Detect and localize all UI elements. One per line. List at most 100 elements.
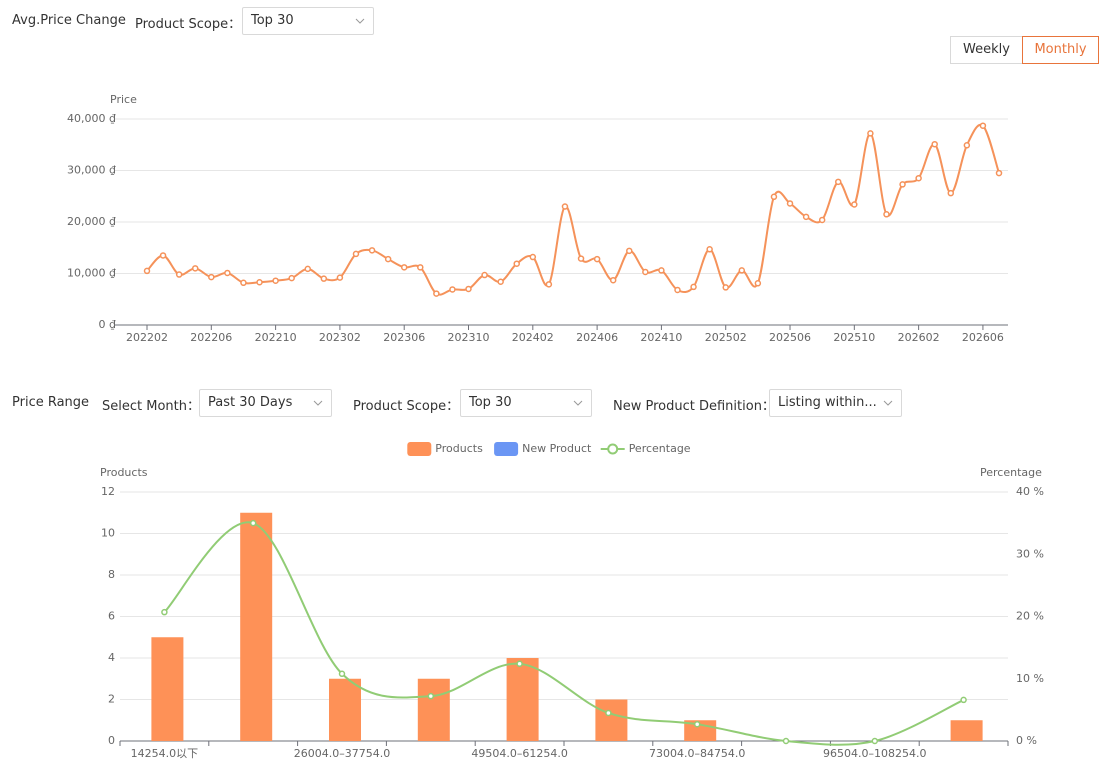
point (336, 274, 344, 281)
definition-label: New Product Definition： (613, 399, 775, 414)
point (159, 252, 167, 259)
monthly-button[interactable]: Monthly (1022, 36, 1099, 64)
bar (329, 678, 361, 741)
point (433, 290, 440, 297)
point (834, 178, 842, 186)
point (754, 280, 762, 287)
point (593, 255, 601, 263)
range-chart: Products Percentage 0 2 4 6 8 10 12 0 % 10 % 20 % 30… (100, 442, 1044, 760)
point (609, 276, 617, 284)
x-tick-label: 202410 (640, 331, 682, 344)
point (674, 286, 681, 294)
chevron (313, 400, 323, 406)
y-axis-name: Products (100, 466, 148, 479)
legend-label: Products (435, 442, 483, 455)
bar (595, 699, 628, 741)
point (545, 281, 553, 288)
point (208, 273, 215, 281)
price-line (146, 123, 1000, 296)
point (561, 203, 569, 210)
x-tick-label: 202510 (833, 331, 875, 344)
point (770, 193, 778, 201)
legend-swatch (407, 442, 432, 456)
scope-select[interactable]: Top 30 (242, 7, 374, 35)
point (240, 279, 247, 287)
bar (240, 512, 273, 741)
y2-tick-label: 40 % (1016, 485, 1044, 498)
y-tick-label: 6 (108, 610, 115, 623)
y-tick-label: 40,000 ₫ (67, 112, 116, 125)
point (605, 709, 612, 717)
point (818, 216, 826, 224)
point (288, 274, 295, 282)
scope-select[interactable]: Top 30 (460, 389, 592, 417)
bar (950, 720, 983, 741)
chevron (573, 400, 583, 406)
point (931, 140, 938, 148)
point (449, 286, 456, 293)
point (722, 284, 729, 291)
point (642, 268, 649, 276)
point (871, 737, 879, 745)
y-tick-label: 0 ₫ (99, 318, 117, 331)
point (706, 246, 713, 253)
y-axis-name: Price (110, 93, 137, 106)
point (851, 201, 858, 208)
point (368, 247, 376, 254)
point (304, 265, 312, 273)
x-tick-label: 202606 (962, 331, 1004, 344)
point (786, 200, 794, 207)
x-tick-label: 49504.0–61254.0 (471, 747, 567, 760)
point (626, 247, 633, 255)
point (947, 189, 955, 197)
point (658, 267, 665, 274)
point (384, 255, 392, 263)
x-tick-label: 202310 (448, 331, 490, 344)
legend-label: Percentage (629, 442, 691, 455)
point (417, 264, 424, 271)
x-tick-label: 202202 (126, 331, 168, 344)
point (497, 278, 504, 285)
legend-swatch (607, 443, 619, 455)
x-tick-label: 96504.0–108254.0 (823, 747, 926, 760)
point (963, 142, 971, 149)
point (175, 271, 183, 278)
definition-select[interactable]: Listing within... (769, 389, 902, 417)
x-tick-label: 14254.0以下 (131, 747, 199, 760)
y-tick-label: 4 (108, 651, 115, 664)
point (516, 660, 523, 668)
point (143, 267, 151, 275)
point (738, 267, 746, 274)
point (995, 169, 1003, 177)
point (690, 283, 697, 291)
point (224, 269, 231, 277)
x-tick-label: 202302 (319, 331, 361, 344)
point (352, 250, 360, 258)
chevron (355, 18, 365, 24)
x-tick-label: 202206 (190, 331, 232, 344)
point (320, 275, 328, 282)
legend-swatch (494, 442, 519, 456)
point (481, 271, 488, 279)
month-value: Past 30 Days (208, 395, 293, 410)
x-tick-label: 202306 (383, 331, 425, 344)
y-tick-label: 2 (108, 693, 115, 706)
section-title: Price Range (12, 395, 90, 410)
point (161, 608, 168, 616)
y2-axis-name: Percentage (980, 466, 1042, 479)
point (249, 519, 257, 527)
x-tick-label: 202506 (769, 331, 811, 344)
section-title: Avg.Price Change (12, 13, 126, 28)
point (529, 253, 537, 261)
y-tick-label: 12 (101, 485, 115, 498)
point (867, 130, 874, 137)
point (782, 737, 790, 745)
point (915, 174, 922, 182)
point (465, 285, 472, 293)
scope-label: Product Scope： (353, 399, 460, 414)
month-select[interactable]: Past 30 Days (199, 389, 332, 417)
point (191, 265, 199, 272)
point (427, 692, 435, 700)
point (960, 696, 967, 704)
